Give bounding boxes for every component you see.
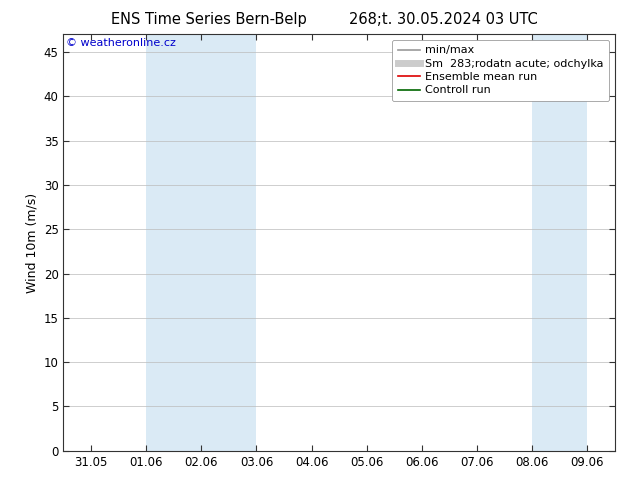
Bar (146, 34, 256, 451)
Bar (533, 34, 588, 451)
Text: 268;t. 30.05.2024 03 UTC: 268;t. 30.05.2024 03 UTC (349, 12, 538, 27)
Text: © weatheronline.cz: © weatheronline.cz (66, 38, 176, 49)
Y-axis label: Wind 10m (m/s): Wind 10m (m/s) (25, 193, 38, 293)
Legend: min/max, Sm  283;rodatn acute; odchylka, Ensemble mean run, Controll run: min/max, Sm 283;rodatn acute; odchylka, … (392, 40, 609, 101)
Text: ENS Time Series Bern-Belp: ENS Time Series Bern-Belp (112, 12, 307, 27)
